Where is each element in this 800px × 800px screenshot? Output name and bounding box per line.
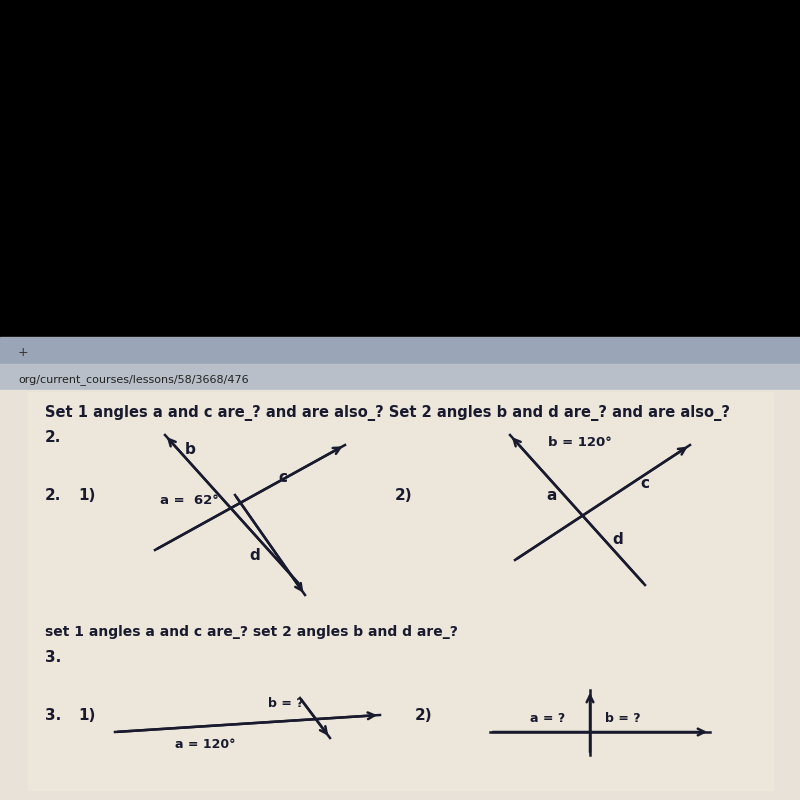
Text: b = ?: b = ? <box>268 697 304 710</box>
Text: b = 120°: b = 120° <box>548 435 612 449</box>
Bar <box>0 364 800 390</box>
Text: org/current_courses/lessons/58/3668/476: org/current_courses/lessons/58/3668/476 <box>18 374 249 386</box>
Text: a =  62°: a = 62° <box>160 494 218 506</box>
Text: +: + <box>18 346 29 359</box>
Text: 1): 1) <box>78 487 95 502</box>
Text: c: c <box>641 475 650 490</box>
Text: Set 1 angles a and c are_? and are also_? Set 2 angles b and d are_? and are als: Set 1 angles a and c are_? and are also_… <box>45 405 730 421</box>
Text: d: d <box>613 533 623 547</box>
Text: b: b <box>185 442 195 458</box>
Text: set 1 angles a and c are_? set 2 angles b and d are_?: set 1 angles a and c are_? set 2 angles … <box>45 625 458 639</box>
Bar <box>0 0 800 340</box>
Text: b = ?: b = ? <box>605 712 641 725</box>
Text: a: a <box>547 487 557 502</box>
Bar <box>0 390 800 800</box>
Bar <box>28 392 773 790</box>
Bar <box>0 337 800 365</box>
Text: 2): 2) <box>395 487 413 502</box>
Text: 2.: 2. <box>45 487 62 502</box>
Text: a = ?: a = ? <box>530 712 566 725</box>
Text: 3.: 3. <box>45 650 62 665</box>
Text: a = 120°: a = 120° <box>175 738 235 751</box>
Text: 2.: 2. <box>45 430 62 445</box>
Text: 2): 2) <box>415 707 433 722</box>
Text: 3.: 3. <box>45 707 62 722</box>
Text: 1): 1) <box>78 707 95 722</box>
Text: d: d <box>250 547 260 562</box>
Text: c: c <box>278 470 287 485</box>
